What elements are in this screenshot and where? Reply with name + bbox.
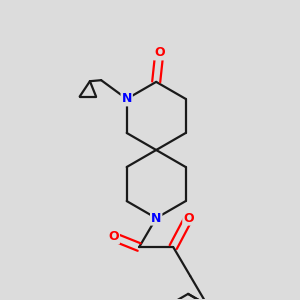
Text: N: N (122, 92, 132, 105)
Text: O: O (183, 212, 194, 225)
Text: N: N (151, 212, 161, 225)
Text: O: O (154, 46, 165, 59)
Text: O: O (108, 230, 119, 243)
